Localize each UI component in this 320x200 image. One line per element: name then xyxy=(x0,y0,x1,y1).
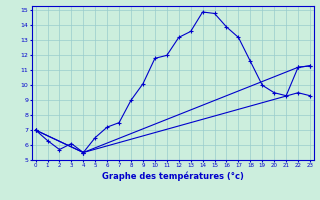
X-axis label: Graphe des températures (°c): Graphe des températures (°c) xyxy=(102,171,244,181)
